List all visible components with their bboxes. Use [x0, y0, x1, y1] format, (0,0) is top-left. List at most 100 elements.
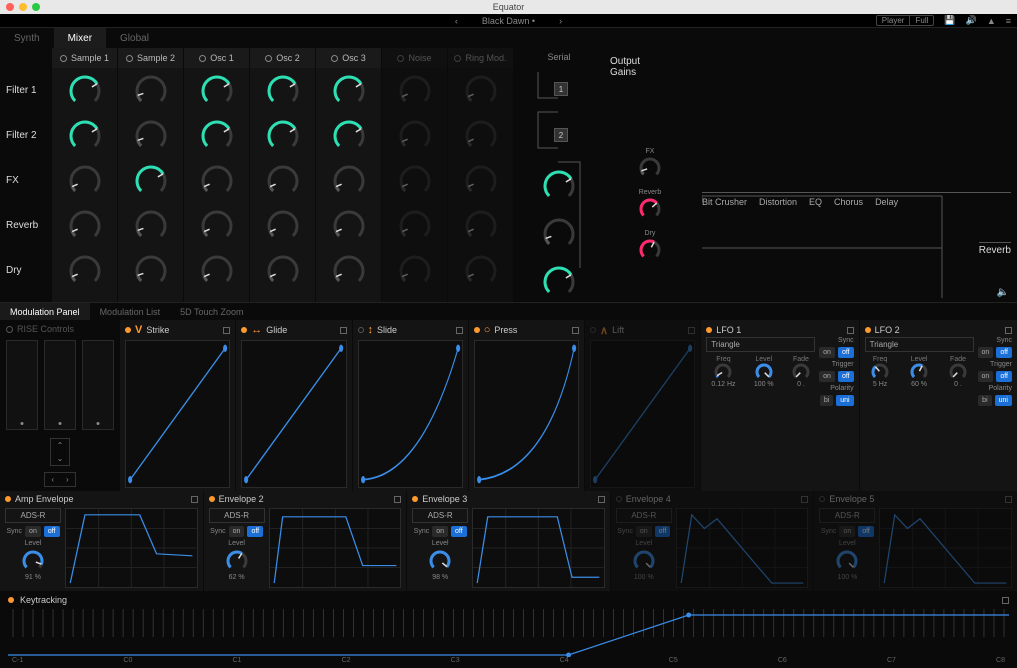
env-mode-select[interactable]: ADS-R — [412, 508, 468, 523]
mixer-knob[interactable] — [267, 75, 299, 107]
prev-preset-icon[interactable]: ‹ — [455, 16, 458, 26]
mixer-knob[interactable] — [135, 75, 167, 107]
power-icon[interactable] — [60, 55, 67, 62]
rise-leftright[interactable]: ‹› — [44, 472, 75, 487]
env-sync-on[interactable]: on — [839, 526, 855, 537]
mixer-knob[interactable] — [135, 255, 167, 287]
lfo-freq-knob[interactable] — [714, 363, 732, 381]
lfo-trig-on[interactable]: on — [819, 371, 835, 382]
lfo-trig-on[interactable]: on — [978, 371, 994, 382]
keytrack-led[interactable] — [8, 597, 14, 603]
mixer-knob[interactable] — [201, 165, 233, 197]
env-led[interactable] — [616, 496, 622, 502]
lfo-led[interactable] — [865, 327, 871, 333]
mixer-knob[interactable] — [267, 120, 299, 152]
mixer-knob[interactable] — [399, 75, 431, 107]
mixer-knob[interactable] — [69, 255, 101, 287]
lfo-fade-knob[interactable] — [949, 363, 967, 381]
output-gain-knob[interactable] — [639, 157, 661, 179]
env-graph[interactable] — [269, 508, 402, 588]
mixer-knob[interactable] — [69, 120, 101, 152]
power-icon[interactable] — [265, 55, 272, 62]
output-gain-knob[interactable] — [639, 198, 661, 220]
power-icon[interactable] — [126, 55, 133, 62]
mixer-knob[interactable] — [399, 165, 431, 197]
route-knob[interactable] — [543, 266, 575, 298]
expand-icon[interactable] — [572, 327, 579, 334]
lfo-uni[interactable]: uni — [836, 395, 853, 406]
lfo-led[interactable] — [706, 327, 712, 333]
mixer-knob[interactable] — [465, 210, 497, 242]
seg-player[interactable]: Player — [877, 16, 911, 25]
expand-icon[interactable] — [598, 496, 605, 503]
menu-icon[interactable]: ≡ — [1006, 16, 1011, 26]
mixer-knob[interactable] — [201, 75, 233, 107]
env-graph[interactable] — [472, 508, 605, 588]
expand-icon[interactable] — [1005, 496, 1012, 503]
mixer-knob[interactable] — [465, 120, 497, 152]
env-sync-off[interactable]: off — [451, 526, 467, 537]
env-sync-on[interactable]: on — [229, 526, 245, 537]
power-icon[interactable] — [199, 55, 206, 62]
lfo-trig-off[interactable]: off — [996, 371, 1012, 382]
expand-icon[interactable] — [456, 327, 463, 334]
env-sync-off[interactable]: off — [655, 526, 671, 537]
lfo-level-knob[interactable] — [910, 363, 928, 381]
seg-full[interactable]: Full — [910, 16, 933, 25]
mixer-knob[interactable] — [135, 210, 167, 242]
mixer-knob[interactable] — [399, 210, 431, 242]
lfo-bi[interactable]: bi — [978, 395, 991, 406]
route-knob[interactable] — [543, 170, 575, 202]
keytrack-expand-icon[interactable] — [1002, 597, 1009, 604]
curve-graph[interactable] — [125, 340, 230, 488]
expand-icon[interactable] — [191, 496, 198, 503]
env-mode-select[interactable]: ADS-R — [616, 508, 672, 523]
env-sync-off[interactable]: off — [44, 526, 60, 537]
power-icon[interactable] — [331, 55, 338, 62]
env-level-knob[interactable] — [836, 550, 858, 572]
power-icon[interactable] — [397, 55, 404, 62]
lfo-level-knob[interactable] — [755, 363, 773, 381]
curve-led[interactable] — [474, 327, 480, 333]
env-sync-on[interactable]: on — [636, 526, 652, 537]
env-graph[interactable] — [879, 508, 1012, 588]
lfo-trig-off[interactable]: off — [838, 371, 854, 382]
env-sync-off[interactable]: off — [247, 526, 263, 537]
env-led[interactable] — [819, 496, 825, 502]
env-mode-select[interactable]: ADS-R — [209, 508, 265, 523]
rise-slider-3[interactable] — [82, 340, 114, 430]
volume-icon[interactable]: 🔊 — [966, 15, 977, 26]
curve-led[interactable] — [358, 327, 364, 333]
keytrack-graph[interactable] — [8, 607, 1009, 657]
mixer-knob[interactable] — [267, 165, 299, 197]
speaker-icon[interactable]: 🔈 — [997, 287, 1009, 298]
mixer-knob[interactable] — [135, 120, 167, 152]
max-btn[interactable] — [32, 3, 40, 11]
route-knob[interactable] — [543, 218, 575, 250]
env-level-knob[interactable] — [633, 550, 655, 572]
mixer-knob[interactable] — [465, 255, 497, 287]
warning-icon[interactable]: ▲ — [987, 16, 996, 26]
rise-slider-2[interactable] — [44, 340, 76, 430]
env-level-knob[interactable] — [429, 550, 451, 572]
curve-graph[interactable] — [474, 340, 579, 488]
mixer-knob[interactable] — [201, 210, 233, 242]
main-tab-global[interactable]: Global — [106, 28, 163, 48]
env-sync-off[interactable]: off — [858, 526, 874, 537]
expand-icon[interactable] — [1005, 327, 1012, 334]
lfo-sync-on[interactable]: on — [978, 347, 994, 358]
mixer-knob[interactable] — [69, 210, 101, 242]
mixer-knob[interactable] — [333, 255, 365, 287]
expand-icon[interactable] — [847, 327, 854, 334]
preset-name[interactable]: Black Dawn • — [482, 16, 535, 26]
lfo-sync-on[interactable]: on — [819, 347, 835, 358]
env-led[interactable] — [5, 496, 11, 502]
env-led[interactable] — [412, 496, 418, 502]
env-mode-select[interactable]: ADS-R — [5, 508, 61, 523]
env-level-knob[interactable] — [22, 550, 44, 572]
curve-led[interactable] — [241, 327, 247, 333]
lfo-freq-knob[interactable] — [871, 363, 889, 381]
env-graph[interactable] — [65, 508, 198, 588]
close-btn[interactable] — [6, 3, 14, 11]
rise-updown[interactable]: ⌃⌄ — [50, 438, 70, 466]
